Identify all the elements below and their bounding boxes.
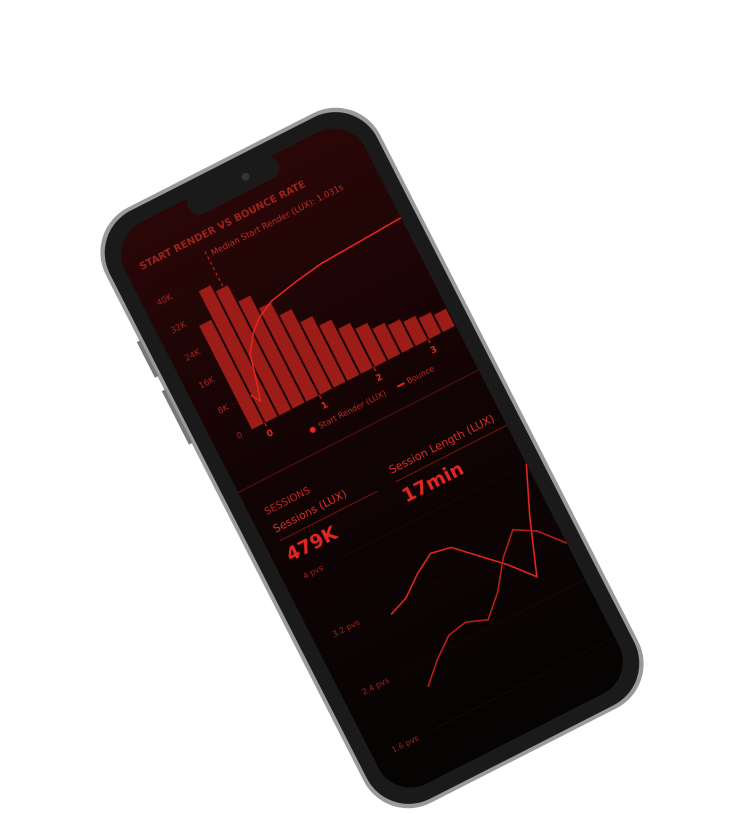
phone: SESSIONS Sessions (LUX) 479K Session Len… xyxy=(100,107,644,809)
bar xyxy=(319,319,360,381)
divider xyxy=(279,490,378,542)
bar xyxy=(215,285,292,416)
bar xyxy=(279,309,333,395)
bar xyxy=(338,322,373,374)
grid-line xyxy=(398,578,586,676)
divider xyxy=(395,424,508,483)
grid-line xyxy=(368,521,557,618)
tick-mark xyxy=(217,375,221,378)
bar xyxy=(259,302,319,402)
bar xyxy=(199,319,264,430)
tick-mark xyxy=(231,403,235,406)
x-tick-label: 0 xyxy=(265,428,275,440)
tick-mark xyxy=(189,320,193,323)
y-tick-label: 8K xyxy=(216,403,231,417)
bar xyxy=(238,295,305,409)
x-tick-label: 3 xyxy=(429,345,439,357)
tick-mark xyxy=(245,430,249,434)
button xyxy=(136,340,159,378)
screen: SESSIONS Sessions (LUX) 479K Session Len… xyxy=(108,116,636,800)
bar xyxy=(372,322,401,360)
notch xyxy=(187,156,279,215)
bar xyxy=(403,315,428,346)
camera xyxy=(241,172,250,181)
bar xyxy=(355,322,387,367)
x-tick-label: 2 xyxy=(374,373,384,385)
line xyxy=(427,528,568,688)
tick-mark xyxy=(373,367,377,372)
bar xyxy=(300,316,346,388)
divider xyxy=(237,369,479,494)
tick-mark xyxy=(318,394,322,399)
y-tick-label: 0 xyxy=(235,430,244,441)
grid-line xyxy=(338,463,527,560)
bar xyxy=(434,308,455,333)
bar xyxy=(418,312,442,340)
legend-swatch xyxy=(309,426,316,433)
legend-swatch xyxy=(396,382,405,388)
x-tick-label: 1 xyxy=(320,400,330,412)
bar xyxy=(387,319,414,353)
tick-mark xyxy=(427,339,431,344)
tick-mark xyxy=(264,422,267,427)
tick-mark xyxy=(203,347,207,351)
line xyxy=(249,217,402,403)
screen-bg xyxy=(108,116,636,800)
button xyxy=(161,389,193,445)
line xyxy=(390,463,538,616)
grid-line xyxy=(427,636,616,734)
tick-mark xyxy=(175,292,179,295)
